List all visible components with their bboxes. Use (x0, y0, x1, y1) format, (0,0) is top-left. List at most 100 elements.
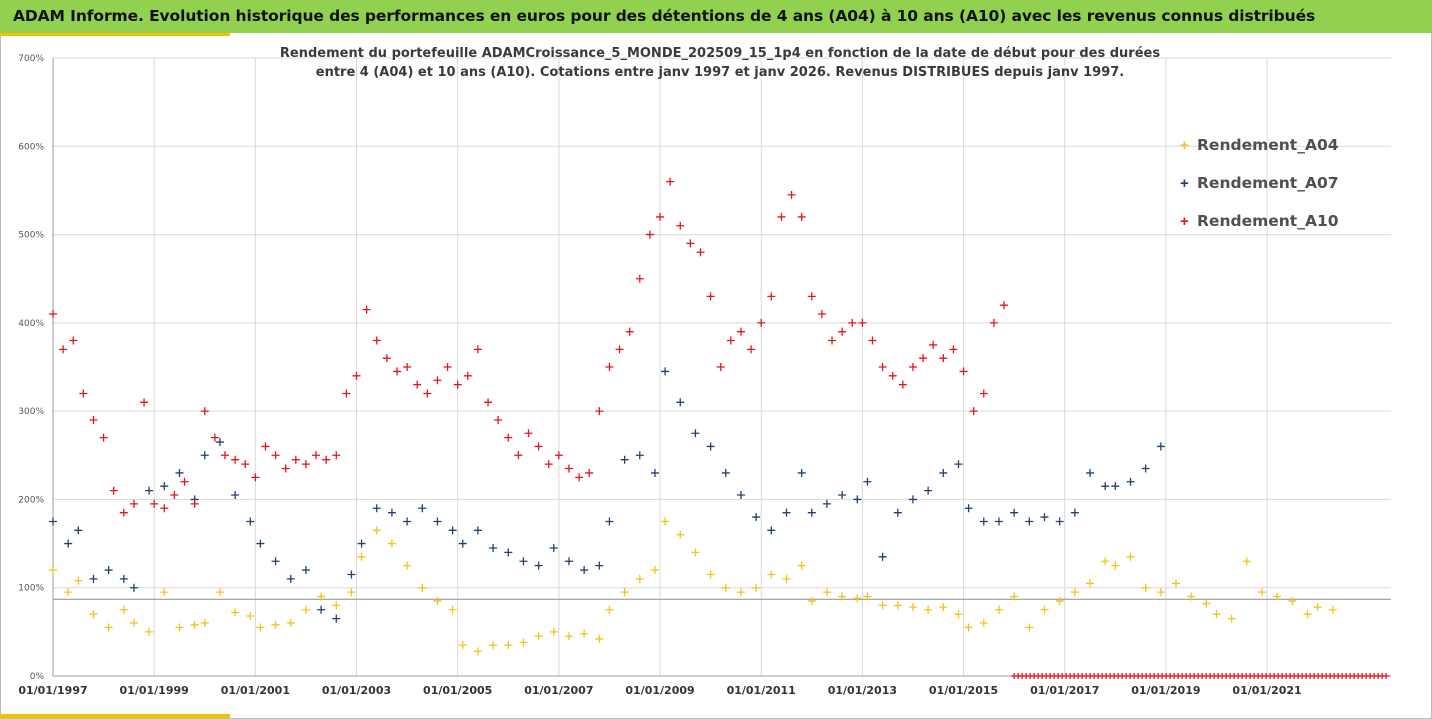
data-point-a07 (74, 526, 83, 535)
data-point-a10 (848, 318, 857, 327)
data-point-a04 (635, 574, 644, 583)
data-point-a07 (357, 539, 366, 548)
data-point-a04 (1111, 561, 1120, 570)
data-point-a10 (352, 371, 361, 380)
data-point-a10 (868, 336, 877, 345)
data-point-a07 (650, 468, 659, 477)
data-point-a10 (49, 310, 57, 319)
data-point-a10 (200, 407, 209, 416)
legend-marker-a04: + (1180, 136, 1189, 154)
data-point-a04 (387, 539, 396, 548)
data-point-a04 (954, 610, 963, 619)
data-point-a04 (418, 583, 427, 592)
data-point-a04 (853, 594, 862, 603)
data-point-a07 (49, 517, 57, 526)
data-point-a07 (605, 517, 614, 526)
legend-label-a07: Rendement_A07 (1197, 174, 1339, 192)
data-point-a10 (807, 292, 816, 301)
data-point-a07 (853, 495, 862, 504)
data-point-a10 (757, 318, 766, 327)
x-tick-label: 01/01/2017 (1030, 684, 1099, 697)
data-point-a10 (322, 455, 331, 464)
x-tick-label: 01/01/2013 (828, 684, 897, 697)
data-point-a07 (160, 482, 169, 491)
legend-item-a04: + Rendement_A04 (1180, 126, 1339, 164)
data-point-a04 (706, 570, 715, 579)
data-point-a10 (271, 451, 280, 460)
data-point-a04 (1303, 610, 1312, 619)
data-point-a04 (1172, 579, 1181, 588)
data-point-a10 (210, 433, 219, 442)
data-point-a04 (1273, 592, 1282, 601)
data-point-a07 (924, 486, 933, 495)
x-tick-label: 01/01/2009 (625, 684, 694, 697)
data-point-a10 (939, 354, 948, 363)
y-tick-label: 400% (18, 319, 44, 329)
data-point-a04 (721, 583, 730, 592)
data-point-a10 (109, 486, 118, 495)
data-point-a10 (989, 318, 998, 327)
legend-label-a04: Rendement_A04 (1197, 136, 1339, 154)
data-point-a04 (1313, 603, 1322, 612)
data-point-a10 (929, 340, 938, 349)
data-point-a10 (484, 398, 493, 407)
data-point-a07 (534, 561, 543, 570)
data-point-a07 (797, 468, 806, 477)
data-point-a04 (489, 641, 498, 650)
data-point-a07 (1055, 517, 1064, 526)
data-point-a04 (1010, 592, 1019, 601)
data-point-a07 (549, 543, 558, 552)
data-point-a07 (635, 451, 644, 460)
data-point-a04 (564, 632, 573, 641)
data-point-a10 (362, 305, 371, 314)
data-point-a04 (64, 588, 73, 597)
data-point-a07 (954, 460, 963, 469)
data-point-a10 (1000, 301, 1009, 310)
data-point-a10 (301, 460, 310, 469)
data-point-a07 (504, 548, 513, 557)
data-point-a07 (387, 508, 396, 517)
data-point-a07 (89, 574, 98, 583)
series-a07 (49, 367, 1165, 623)
data-point-a04 (1328, 605, 1337, 614)
chart-area: 0% 100% 200% 300% 400% 500% 600% 700% 01/01/1997… (0, 36, 1432, 714)
baseline-point (1383, 673, 1390, 679)
data-point-a10 (453, 380, 462, 389)
data-point-a07 (620, 455, 629, 464)
data-point-a10 (119, 508, 128, 517)
data-point-a07 (215, 438, 224, 447)
accent-bar-bottom (0, 714, 230, 718)
data-point-a07 (752, 513, 761, 522)
data-point-a10 (817, 310, 826, 319)
data-point-a04 (347, 588, 356, 597)
data-point-a04 (964, 623, 973, 632)
data-point-a04 (782, 574, 791, 583)
x-tick-label: 01/01/1997 (18, 684, 87, 697)
data-point-a04 (1055, 596, 1064, 605)
data-point-a10 (676, 221, 685, 230)
legend-item-a07: + Rendement_A07 (1180, 164, 1339, 202)
data-point-a10 (575, 473, 584, 482)
accent-bar-top (0, 33, 230, 36)
y-tick-label: 700% (18, 54, 44, 64)
x-tick-label: 01/01/2015 (929, 684, 998, 697)
data-point-a04 (863, 592, 872, 601)
data-point-a04 (433, 596, 442, 605)
data-point-a10 (605, 363, 614, 371)
data-point-a04 (160, 588, 169, 597)
data-point-a04 (580, 629, 589, 638)
data-point-a10 (696, 248, 705, 257)
data-point-a10 (241, 460, 250, 469)
data-point-a04 (301, 605, 310, 614)
data-point-a10 (838, 327, 847, 336)
title-banner: ADAM Informe. Evolution historique des p… (0, 0, 1432, 33)
data-point-a10 (959, 367, 968, 376)
data-point-a07 (332, 614, 341, 623)
data-point-a07 (458, 539, 467, 548)
data-point-a10 (706, 292, 715, 301)
data-point-a10 (69, 336, 78, 345)
data-point-a07 (661, 367, 670, 376)
data-point-a10 (615, 345, 624, 354)
data-point-a10 (534, 442, 543, 451)
data-point-a04 (736, 588, 745, 597)
